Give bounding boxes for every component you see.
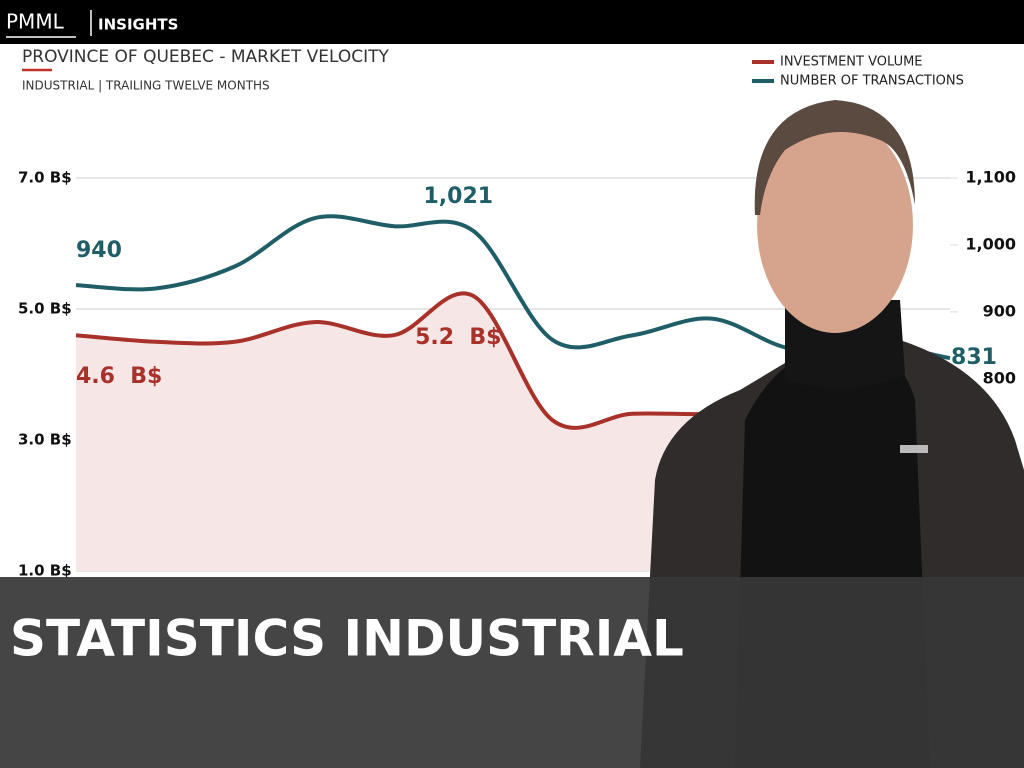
y-tick-label: 1.0 B$ <box>18 562 72 580</box>
hair <box>754 100 915 215</box>
data-label: 5.2 B$ <box>415 325 501 350</box>
y2-tick-label: 900 <box>983 301 1016 320</box>
section: INSIGHTS <box>98 16 178 34</box>
y2-tick-label: 1,100 <box>965 168 1016 187</box>
banner <box>0 577 1024 768</box>
data-label: 831 <box>951 345 997 370</box>
face <box>757 117 913 333</box>
y-tick-label: 5.0 B$ <box>18 300 72 318</box>
chart-title: PROVINCE OF QUEBEC - MARKET VELOCITY <box>22 47 390 67</box>
brand: PMML <box>6 10 65 34</box>
top-bar <box>0 0 1024 44</box>
banner-text: STATISTICS INDUSTRIAL <box>10 610 684 668</box>
y-tick-label: 3.0 B$ <box>18 431 72 449</box>
data-label: 940 <box>76 238 122 263</box>
y2-tick-label: 800 <box>983 368 1016 387</box>
legend-label: NUMBER OF TRANSACTIONS <box>780 74 964 89</box>
data-label: 1,021 <box>423 184 493 209</box>
y-tick-label: 7.0 B$ <box>18 169 72 187</box>
data-label: 4.6 B$ <box>76 364 162 389</box>
chart-subtitle: INDUSTRIAL | TRAILING TWELVE MONTHS <box>22 79 270 93</box>
legend-label: INVESTMENT VOLUME <box>780 55 923 70</box>
y2-tick-label: 1,000 <box>965 234 1016 253</box>
pin <box>900 445 928 453</box>
